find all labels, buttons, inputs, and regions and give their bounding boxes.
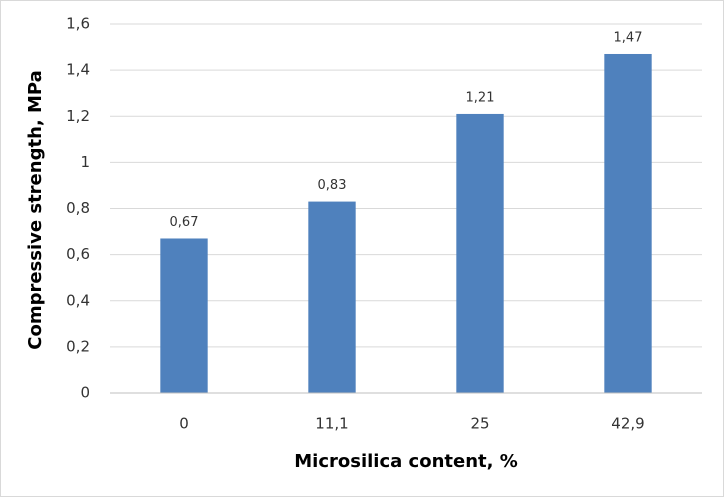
y-tick-label: 0,8 — [66, 199, 90, 217]
y-axis-title: Compressive strength, MPa — [25, 70, 46, 350]
bar — [456, 113, 504, 393]
x-tick-label: 0 — [179, 415, 189, 433]
y-tick-label: 1,4 — [66, 61, 90, 79]
y-tick-label: 1,6 — [66, 15, 90, 33]
value-label: 1,21 — [466, 90, 495, 105]
bar — [160, 238, 208, 393]
bar — [604, 53, 652, 393]
value-label: 0,83 — [318, 178, 347, 193]
bar — [308, 201, 356, 393]
value-label: 0,67 — [170, 215, 199, 230]
y-tick-label: 1,2 — [66, 107, 90, 125]
x-tick-label: 25 — [470, 415, 489, 433]
y-tick-label: 1 — [80, 153, 90, 171]
x-tick-label: 11,1 — [315, 415, 348, 433]
x-tick-label: 42,9 — [611, 415, 644, 433]
y-tick-label: 0,6 — [66, 245, 90, 263]
x-axis-title: Microsilica content, % — [294, 451, 518, 472]
y-tick-label: 0,2 — [66, 337, 90, 355]
y-tick-label: 0 — [80, 384, 90, 402]
value-label: 1,47 — [614, 30, 643, 45]
y-tick-label: 0,4 — [66, 291, 90, 309]
